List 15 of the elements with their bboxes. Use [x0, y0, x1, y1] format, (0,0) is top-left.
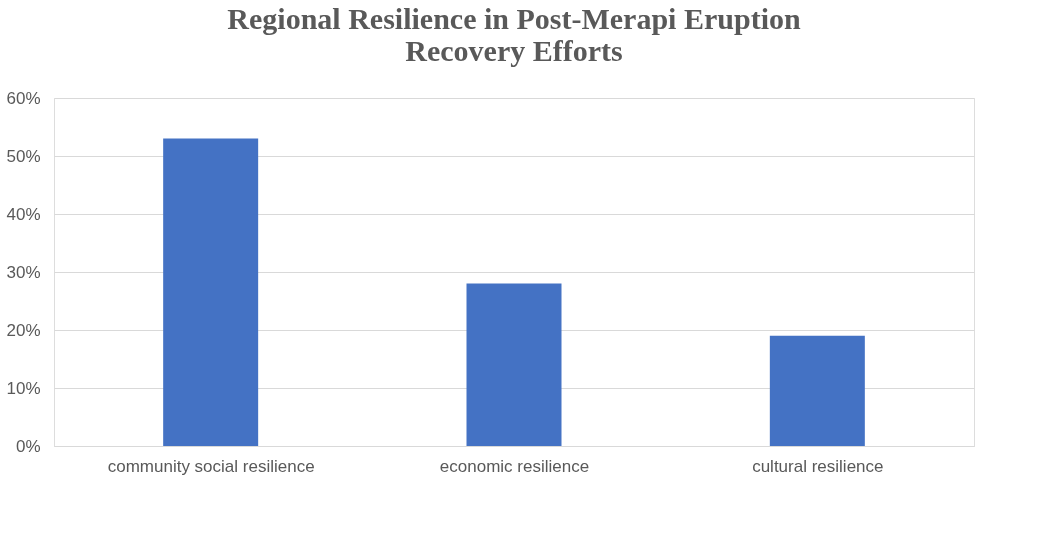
- bar: [769, 335, 865, 446]
- text: Recovery Efforts: [405, 34, 623, 67]
- y-tick-label: 30%: [6, 262, 41, 282]
- y-tick-label: 50%: [6, 146, 41, 166]
- y-tick-label: 60%: [6, 88, 41, 108]
- y-tick-label: 10%: [6, 378, 41, 398]
- y-tick-label: 20%: [6, 320, 41, 340]
- x-tick-label: community social resilience: [107, 456, 315, 476]
- bar: [163, 138, 259, 446]
- y-tick-label: 40%: [6, 204, 41, 224]
- text: Regional Resilience in Post-Merapi Eruption: [227, 2, 801, 35]
- x-tick-label: cultural resilience: [752, 456, 884, 476]
- y-tick-label: 0%: [15, 436, 41, 456]
- x-tick-label: economic resilience: [439, 456, 590, 476]
- bar: [466, 283, 562, 446]
